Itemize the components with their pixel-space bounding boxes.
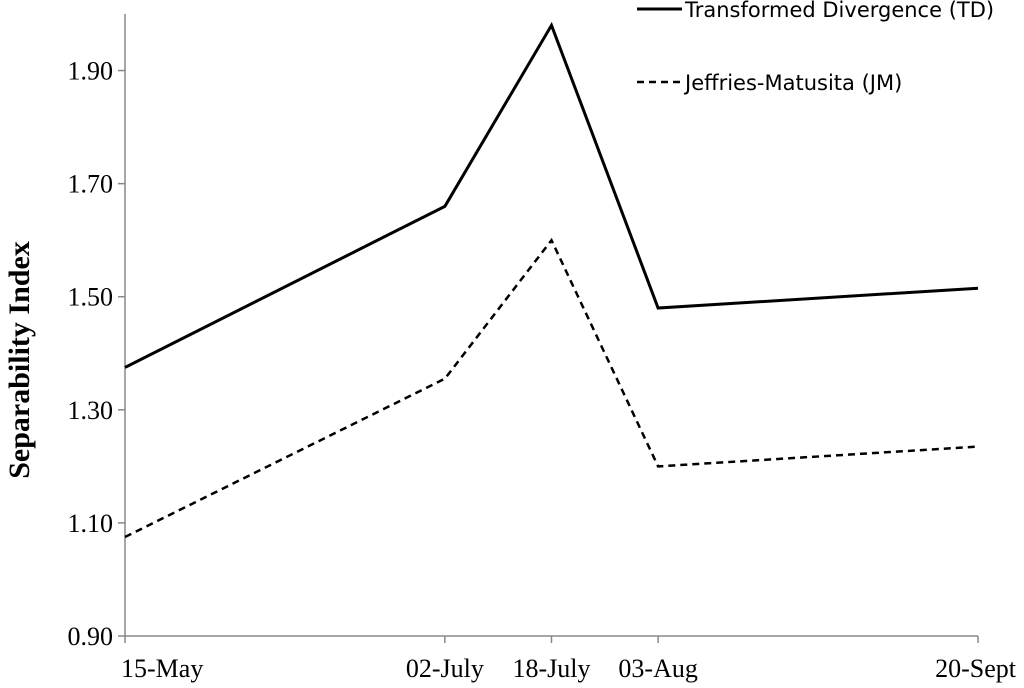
x-tick-label: 03-Aug — [618, 654, 697, 683]
x-tick-label: 02-July — [406, 654, 484, 683]
y-ticks: 0.90 1.10 1.30 1.50 1.70 1.90 — [68, 57, 125, 651]
y-tick-label: 1.50 — [68, 283, 114, 312]
series-lines — [124, 21, 979, 539]
legend-label: Jeffries-Matusita (JM) — [683, 71, 902, 95]
y-tick-label: 1.30 — [68, 396, 114, 425]
y-tick-label: 1.70 — [68, 170, 114, 199]
x-tick-label: 18-July — [513, 654, 591, 683]
legend: Transformed Divergence (TD) Jeffries-Matu… — [637, 0, 994, 95]
x-tick-label: 15-May — [121, 654, 203, 683]
y-tick-label: 1.90 — [68, 57, 114, 86]
y-tick-label: 1.10 — [68, 509, 114, 538]
x-ticks: 15-May 02-July 18-July 03-Aug 20-Sept — [121, 636, 1017, 683]
y-axis-title: Separability Index — [3, 241, 36, 479]
series-line-td — [124, 21, 979, 369]
x-tick-label: 20-Sept — [935, 654, 1017, 683]
series-line-jm — [124, 237, 979, 539]
legend-label: Transformed Divergence (TD) — [684, 0, 994, 22]
axes — [124, 14, 978, 637]
y-tick-label: 0.90 — [68, 622, 114, 651]
